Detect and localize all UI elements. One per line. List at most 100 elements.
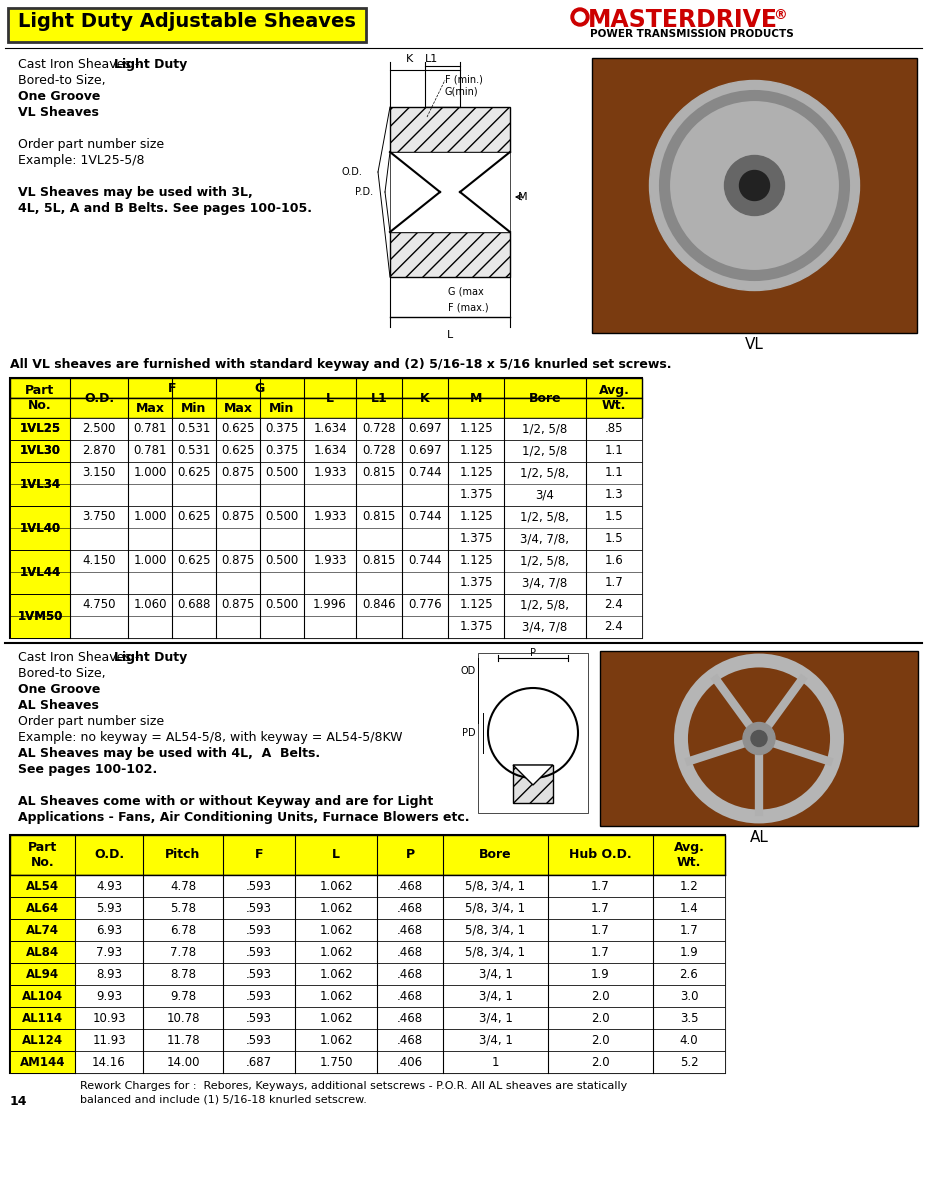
Bar	[10, 898, 725, 919]
Text: 2.6: 2.6	[679, 967, 698, 980]
Bar	[10, 440, 70, 462]
Text: .593: .593	[246, 901, 272, 914]
Text: 0.625: 0.625	[177, 467, 210, 480]
Text: See pages 100-102.: See pages 100-102.	[18, 763, 158, 776]
Bar	[478, 653, 588, 814]
Text: 1.7: 1.7	[591, 946, 610, 959]
Text: 3/4, 1: 3/4, 1	[478, 1012, 513, 1025]
Text: 7.93: 7.93	[95, 946, 122, 959]
Text: 4.0: 4.0	[679, 1033, 698, 1046]
Text: 1.125: 1.125	[459, 599, 493, 612]
Text: 2.870: 2.870	[83, 444, 116, 457]
Bar	[10, 941, 725, 962]
Text: 1.1: 1.1	[604, 444, 623, 457]
Text: K: K	[406, 54, 413, 64]
Bar	[10, 506, 642, 550]
Bar	[390, 107, 510, 152]
Text: .687: .687	[246, 1056, 272, 1068]
Text: .468: .468	[397, 946, 423, 959]
Text: 14.16: 14.16	[92, 1056, 126, 1068]
Bar	[10, 550, 70, 594]
Text: 0.688: 0.688	[177, 599, 210, 612]
Text: 6.78: 6.78	[170, 924, 197, 936]
Text: 0.776: 0.776	[408, 599, 442, 612]
Text: 5/8, 3/4, 1: 5/8, 3/4, 1	[465, 924, 526, 936]
Bar	[10, 462, 642, 506]
Text: 3/4: 3/4	[536, 488, 554, 502]
Text: L: L	[447, 330, 453, 340]
Text: O.D.: O.D.	[341, 167, 362, 176]
Text: AL114: AL114	[22, 1012, 63, 1025]
Text: Min: Min	[270, 402, 295, 414]
Bar	[10, 835, 725, 875]
Text: 1.1: 1.1	[604, 467, 623, 480]
Text: Bore: Bore	[528, 391, 562, 404]
Text: Rework Charges for :  Rebores, Keyways, additional setscrews - P.O.R. All AL she: Rework Charges for : Rebores, Keyways, a…	[80, 1081, 628, 1091]
Text: 5/8, 3/4, 1: 5/8, 3/4, 1	[465, 880, 526, 893]
Text: 3.5: 3.5	[679, 1012, 698, 1025]
Text: 1VL25: 1VL25	[19, 422, 60, 436]
Text: Part
No.: Part No.	[28, 841, 57, 869]
Text: F (max.): F (max.)	[448, 302, 489, 312]
Text: 0.781: 0.781	[133, 444, 167, 457]
Text: .468: .468	[397, 924, 423, 936]
Text: 1.3: 1.3	[604, 488, 623, 502]
Text: 1.9: 1.9	[591, 967, 610, 980]
Text: 1/2, 5/8,: 1/2, 5/8,	[520, 599, 569, 612]
Circle shape	[740, 170, 769, 200]
Text: 1.634: 1.634	[313, 444, 347, 457]
Text: 0.875: 0.875	[222, 467, 255, 480]
Text: 8.78: 8.78	[170, 967, 196, 980]
Circle shape	[743, 722, 775, 755]
Text: MASTERDRIVE: MASTERDRIVE	[588, 8, 778, 32]
Text: 1.375: 1.375	[459, 620, 493, 634]
Text: AL84: AL84	[26, 946, 59, 959]
Text: 0.875: 0.875	[222, 554, 255, 568]
Text: 1.4: 1.4	[679, 901, 698, 914]
Bar	[425, 107, 460, 252]
Text: 1/2, 5/8: 1/2, 5/8	[523, 422, 567, 436]
Bar	[513, 766, 553, 803]
Text: 2.0: 2.0	[591, 1033, 610, 1046]
Text: 1.7: 1.7	[604, 576, 623, 589]
Text: Hub O.D.: Hub O.D.	[569, 848, 632, 862]
Text: 11.78: 11.78	[166, 1033, 200, 1046]
Text: .593: .593	[246, 946, 272, 959]
Text: 0.815: 0.815	[362, 554, 396, 568]
Text: .468: .468	[397, 901, 423, 914]
Bar	[10, 875, 725, 898]
Text: 1/2, 5/8,: 1/2, 5/8,	[520, 467, 569, 480]
Bar	[10, 1007, 725, 1028]
Text: OD: OD	[461, 666, 476, 676]
Text: Avg.
Wt.: Avg. Wt.	[674, 841, 705, 869]
Text: 1.062: 1.062	[319, 924, 353, 936]
Bar	[390, 232, 510, 277]
Text: 4.78: 4.78	[170, 880, 197, 893]
Text: 3/4, 1: 3/4, 1	[478, 990, 513, 1002]
Text: Max: Max	[135, 402, 164, 414]
Text: Pitch: Pitch	[165, 848, 200, 862]
Text: 2.0: 2.0	[591, 1012, 610, 1025]
Text: 1VL34: 1VL34	[19, 478, 60, 491]
Text: 2.0: 2.0	[591, 1056, 610, 1068]
Text: L1: L1	[425, 54, 438, 64]
Text: 1.933: 1.933	[313, 467, 347, 480]
Bar	[10, 919, 725, 941]
Text: AL94: AL94	[26, 967, 59, 980]
Text: 0.531: 0.531	[177, 444, 210, 457]
Text: M: M	[518, 192, 527, 202]
Text: 2.500: 2.500	[83, 422, 116, 436]
Bar	[10, 506, 70, 550]
Text: Light Duty: Light Duty	[114, 58, 187, 71]
Text: 1.062: 1.062	[319, 990, 353, 1002]
Text: 0.625: 0.625	[222, 444, 255, 457]
Bar	[10, 550, 642, 594]
Text: M: M	[470, 391, 482, 404]
Text: 1.062: 1.062	[319, 1012, 353, 1025]
Text: 3.150: 3.150	[83, 467, 116, 480]
Text: AL Sheaves come with or without Keyway and are for Light: AL Sheaves come with or without Keyway a…	[18, 794, 433, 808]
Bar	[10, 962, 725, 985]
Text: 2.0: 2.0	[591, 990, 610, 1002]
Bar	[10, 440, 70, 462]
Bar	[10, 985, 75, 1007]
